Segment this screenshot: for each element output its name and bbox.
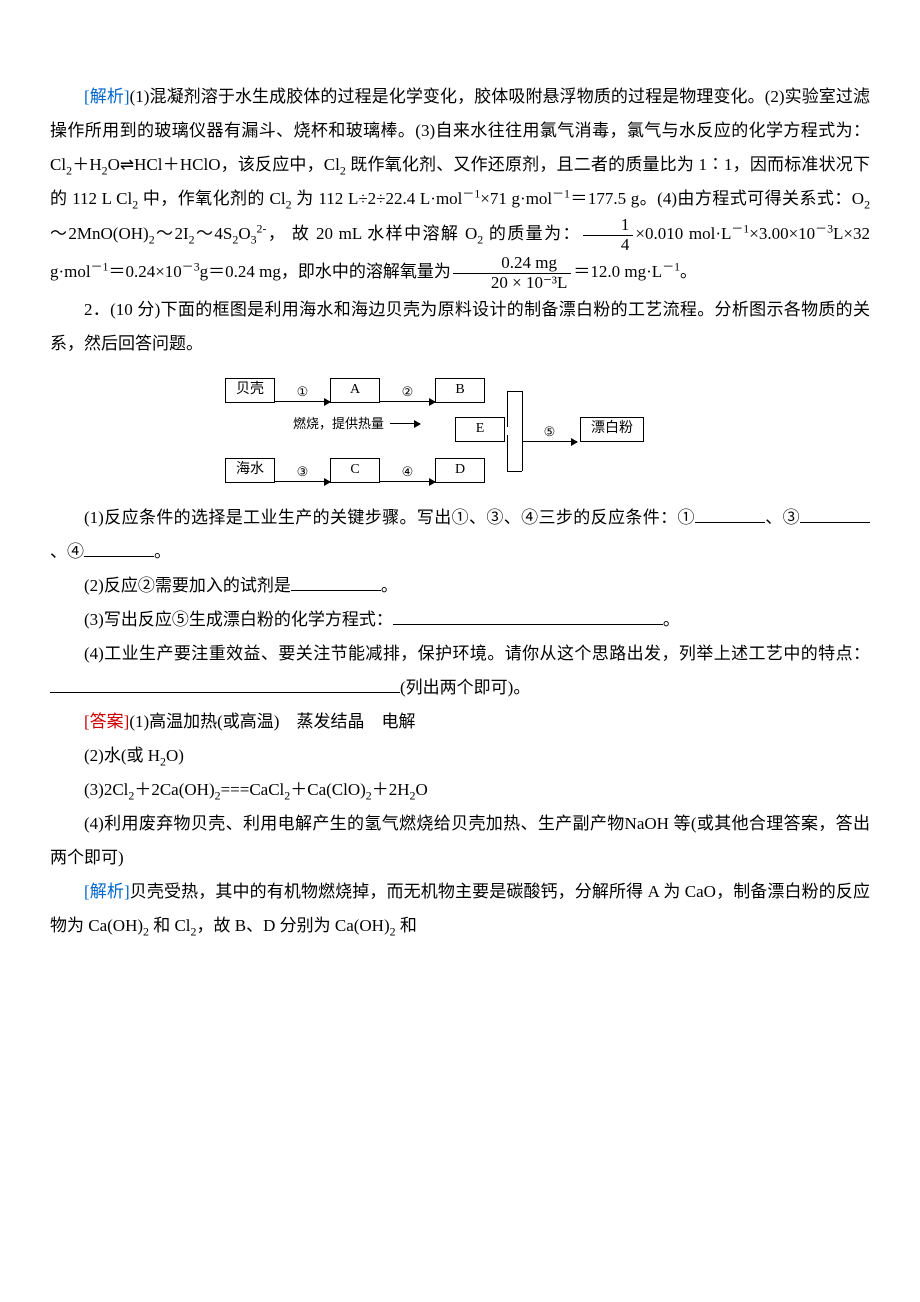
answer-label: [答案] (84, 712, 129, 731)
analysis-label: [解析] (84, 87, 130, 106)
answer-3: (3)2Cl2＋2Ca(OH)2===CaCl2＋Ca(ClO)2＋2H2O (50, 773, 870, 807)
question-2-3: (3)写出反应⑤生成漂白粉的化学方程式：。 (50, 603, 870, 637)
blank-4 (50, 675, 400, 693)
answer-2: (2)水(或 H2O) (50, 739, 870, 773)
analysis-2: [解析]贝壳受热，其中的有机物燃烧掉，而无机物主要是碳酸钙，分解所得 A 为 C… (50, 875, 870, 943)
arrow-3: ③ (275, 459, 330, 482)
answer-1: [答案](1)高温加热(或高温) 蒸发结晶 电解 (50, 705, 870, 739)
node-bleach: 漂白粉 (580, 417, 644, 442)
node-A: A (330, 378, 380, 403)
node-C: C (330, 458, 380, 483)
node-B: B (435, 378, 485, 403)
process-diagram: 贝壳 ① A ② B 燃烧，提供热量 E ⑤ 漂白粉 (225, 371, 695, 491)
answer-4: (4)利用废弃物贝壳、利用电解产生的氢气燃烧给贝壳加热、生产副产物NaOH 等(… (50, 807, 870, 875)
node-sea: 海水 (225, 458, 275, 483)
analysis-1: [解析](1)混凝剂溶于水生成胶体的过程是化学变化，胶体吸附悬浮物质的过程是物理… (50, 80, 870, 293)
blank-1-3 (800, 505, 870, 523)
analysis-label-2: [解析] (84, 882, 130, 901)
node-shell: 贝壳 (225, 378, 275, 403)
question-2-1: (1)反应条件的选择是工业生产的关键步骤。写出①、③、④三步的反应条件：①、③、… (50, 501, 870, 569)
blank-3 (393, 607, 663, 625)
question-2-stem: 2．(10 分)下面的框图是利用海水和海边贝壳为原料设计的制备漂白粉的工艺流程。… (50, 293, 870, 361)
arrow-2: ② (380, 379, 435, 402)
arrow-5: ⑤ (522, 419, 577, 442)
node-E: E (455, 417, 505, 442)
fraction-do: 0.24 mg20 × 10⁻³L (453, 254, 572, 292)
question-2-4: (4)工业生产要注重效益、要关注节能减排，保护环境。请你从这个思路出发，列举上述… (50, 637, 870, 705)
node-D: D (435, 458, 485, 483)
blank-1-4 (84, 539, 154, 557)
page: [解析](1)混凝剂溶于水生成胶体的过程是化学变化，胶体吸附悬浮物质的过程是物理… (0, 0, 920, 993)
arrow-1: ① (275, 379, 330, 402)
question-2-2: (2)反应②需要加入的试剂是。 (50, 569, 870, 603)
fraction-1-4: 14 (583, 216, 634, 254)
blank-2 (291, 573, 381, 591)
blank-1-1 (695, 505, 765, 523)
arrow-4: ④ (380, 459, 435, 482)
